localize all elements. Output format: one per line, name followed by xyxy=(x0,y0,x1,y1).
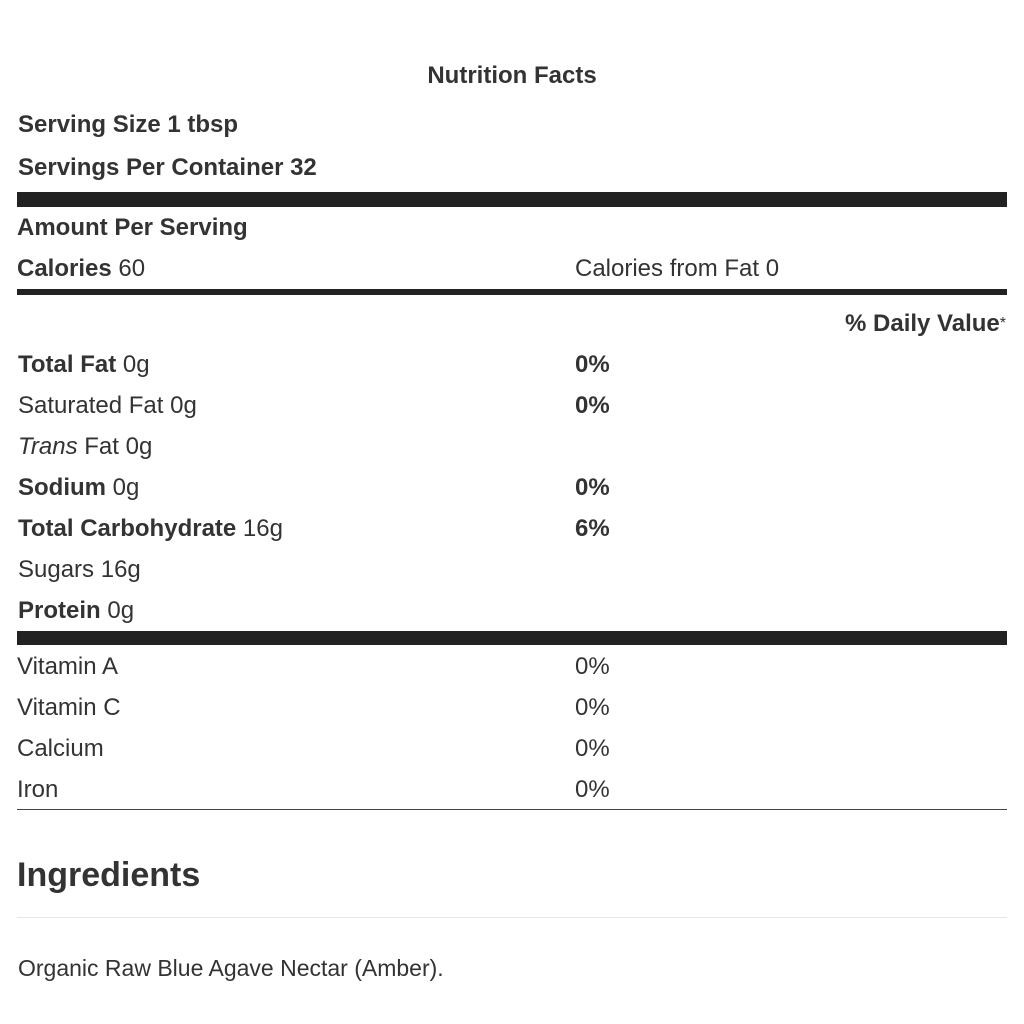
nutrient-row: Sodium 0g xyxy=(18,474,139,502)
daily-value-header: % Daily Value* xyxy=(845,310,1006,338)
nutrient-amount: 16g xyxy=(100,556,141,583)
nutrient-name: Sodium xyxy=(18,474,106,501)
nutrient-name: Protein xyxy=(18,597,101,624)
vitamin-name: Iron xyxy=(17,776,59,803)
title: Nutrition Facts xyxy=(427,62,597,89)
nutrient-amount: 0g xyxy=(125,433,153,460)
daily-value-note: * xyxy=(999,315,1006,332)
nutrient-daily-value: 0% xyxy=(575,351,610,378)
nutrient-row: Total Carbohydrate 16g xyxy=(18,515,283,543)
nutrient-name: Total Fat xyxy=(18,351,117,378)
calories-label: Calories xyxy=(17,255,112,282)
nutrient-amount: 0g xyxy=(122,351,150,378)
nutrient-name: Sugars xyxy=(18,556,95,583)
light-rule xyxy=(17,917,1007,918)
nutrient-daily-value: 6% xyxy=(575,515,610,542)
vitamin-daily-value: 0% xyxy=(575,653,610,680)
medium-rule xyxy=(17,289,1007,295)
thick-rule xyxy=(17,192,1007,207)
nutrient-name: Total Carbohydrate xyxy=(18,515,237,542)
nutrient-name-rest: Fat xyxy=(84,433,119,460)
vitamin-name: Vitamin C xyxy=(17,694,121,721)
ingredients-text: Organic Raw Blue Agave Nectar (Amber). xyxy=(18,955,444,981)
nutrient-name: Trans xyxy=(18,433,78,460)
vitamin-name: Calcium xyxy=(17,735,104,762)
ingredients-heading: Ingredients xyxy=(17,856,201,894)
nutrient-row: Protein 0g xyxy=(18,597,134,625)
vitamin-name: Vitamin A xyxy=(17,653,118,680)
nutrient-daily-value: 0% xyxy=(575,392,610,419)
nutrient-row: Saturated Fat 0g xyxy=(18,392,197,420)
serving-size: Serving Size 1 tbsp xyxy=(18,111,239,138)
nutrient-row: Trans Fat 0g xyxy=(18,433,152,461)
nutrient-row: Total Fat 0g xyxy=(18,351,150,379)
thin-rule xyxy=(17,809,1007,810)
nutrient-amount: 0g xyxy=(107,597,135,624)
calories-value: 60 xyxy=(118,255,146,282)
vitamin-daily-value: 0% xyxy=(575,735,610,762)
thick-rule xyxy=(17,631,1007,645)
calories-row: Calories 60 xyxy=(17,255,145,283)
daily-value-label: % Daily Value xyxy=(845,310,1000,337)
nutrient-row: Sugars 16g xyxy=(18,556,141,584)
nutrient-amount: 16g xyxy=(242,515,283,542)
servings-per-container: Servings Per Container 32 xyxy=(18,154,317,181)
calories-from-fat: Calories from Fat 0 xyxy=(575,255,780,282)
nutrient-name: Saturated Fat xyxy=(18,392,164,419)
nutrient-amount: 0g xyxy=(170,392,197,419)
vitamin-daily-value: 0% xyxy=(575,776,610,803)
nutrient-amount: 0g xyxy=(112,474,140,501)
nutrient-daily-value: 0% xyxy=(575,474,610,501)
amount-per-serving: Amount Per Serving xyxy=(17,214,248,241)
vitamin-daily-value: 0% xyxy=(575,694,610,721)
